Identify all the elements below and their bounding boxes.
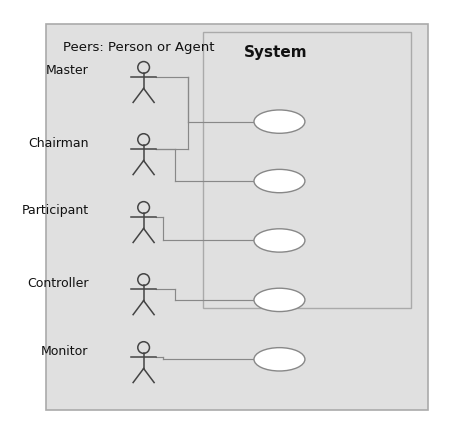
Text: System: System — [244, 45, 308, 60]
Ellipse shape — [254, 229, 305, 252]
Text: Monitor: Monitor — [41, 344, 89, 357]
Text: Chairman: Chairman — [28, 137, 89, 150]
Text: Controller: Controller — [27, 276, 89, 290]
Text: Master: Master — [46, 64, 89, 77]
Ellipse shape — [254, 347, 305, 371]
Ellipse shape — [254, 169, 305, 193]
Ellipse shape — [254, 288, 305, 312]
Bar — [203, 33, 411, 308]
Text: Peers: Person or Agent: Peers: Person or Agent — [63, 41, 214, 54]
Text: Participant: Participant — [21, 205, 89, 218]
Ellipse shape — [254, 110, 305, 133]
